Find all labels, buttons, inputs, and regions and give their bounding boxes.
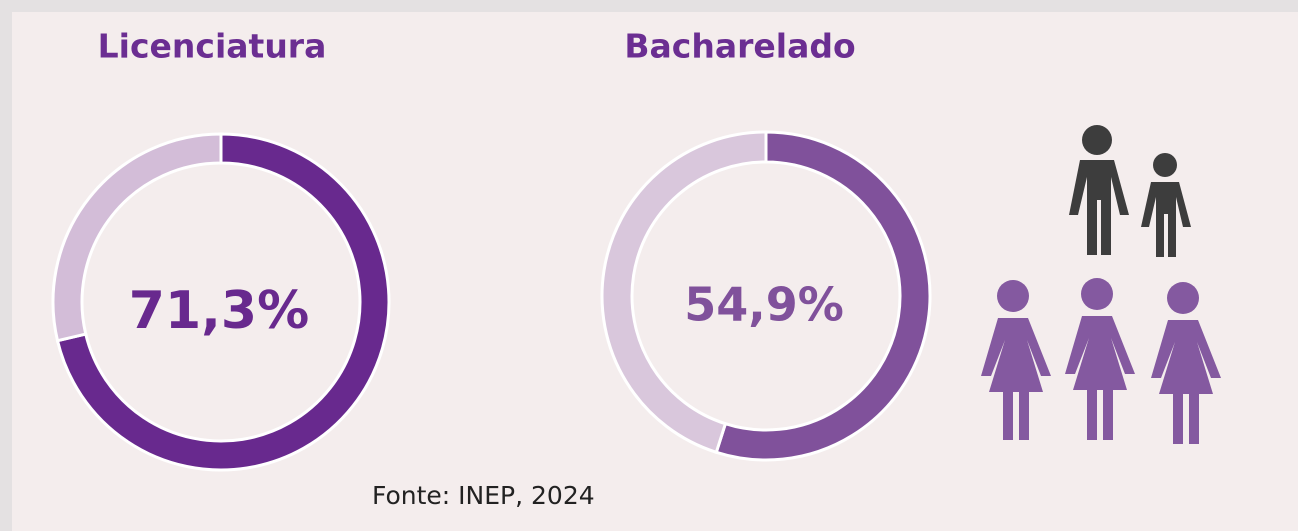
donut-segment bbox=[51, 132, 223, 343]
chart-title: Bacharelado bbox=[624, 27, 855, 66]
source-note: Fonte: INEP, 2024 bbox=[372, 481, 595, 510]
center-value-label: 54,9% bbox=[684, 278, 844, 332]
donut-segment bbox=[55, 132, 391, 472]
chart-title: Licenciatura bbox=[98, 27, 327, 66]
donut-segment bbox=[714, 130, 932, 462]
donut-segment bbox=[600, 130, 768, 455]
people-icons bbox=[981, 125, 1221, 444]
center-value-label: 71,3% bbox=[129, 281, 309, 341]
man-icons bbox=[1069, 125, 1191, 257]
woman-icons bbox=[981, 278, 1221, 444]
